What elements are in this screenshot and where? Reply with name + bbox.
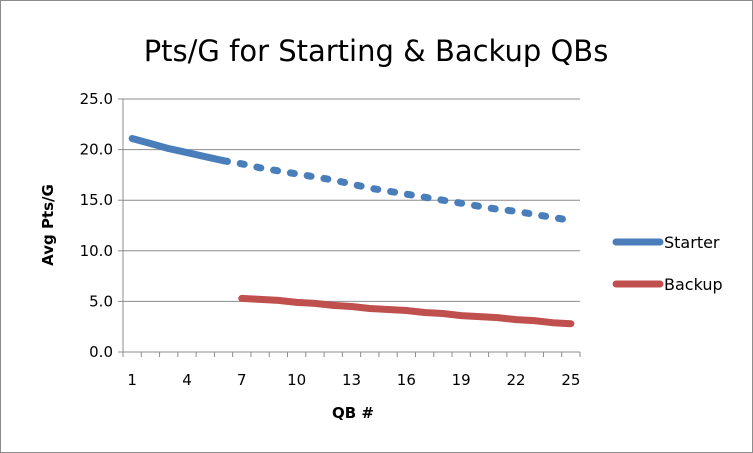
x-tick-label: 4 <box>182 371 192 389</box>
x-tick-label: 25 <box>561 371 580 389</box>
y-tick-label: 20.0 <box>80 141 113 159</box>
x-tick-label: 1 <box>127 371 137 389</box>
x-tick-label: 19 <box>452 371 471 389</box>
x-tick-label: 22 <box>506 371 525 389</box>
series-line-starter-dotted <box>220 157 575 224</box>
x-tick-label: 7 <box>237 371 247 389</box>
legend-label-starter: Starter <box>664 233 720 252</box>
y-tick-label: 25.0 <box>80 90 113 108</box>
legend-label-backup: Backup <box>664 275 723 294</box>
series-line-starter-solid <box>128 135 227 165</box>
x-tick-labels: 1 4 7 10 13 16 19 22 25 <box>127 371 580 389</box>
y-tick-label: 0.0 <box>89 343 113 361</box>
y-tick-labels: 0.0 5.0 10.0 15.0 20.0 25.0 <box>80 90 113 361</box>
axes <box>122 99 581 357</box>
x-tick-label: 13 <box>342 371 361 389</box>
y-tick-label: 5.0 <box>89 292 113 310</box>
y-axis-label: Avg Pts/G <box>39 184 57 266</box>
y-tick-label: 10.0 <box>80 242 113 260</box>
series-line-backup <box>238 294 575 328</box>
x-tick-label: 16 <box>397 371 416 389</box>
series-lines <box>128 135 575 328</box>
y-tick-label: 15.0 <box>80 191 113 209</box>
gridlines <box>118 98 580 353</box>
chart-title: Pts/G for Starting & Backup QBs <box>144 34 609 68</box>
legend: Starter Backup <box>612 233 723 294</box>
x-axis-label: QB # <box>332 404 374 422</box>
x-tick-label: 10 <box>287 371 306 389</box>
